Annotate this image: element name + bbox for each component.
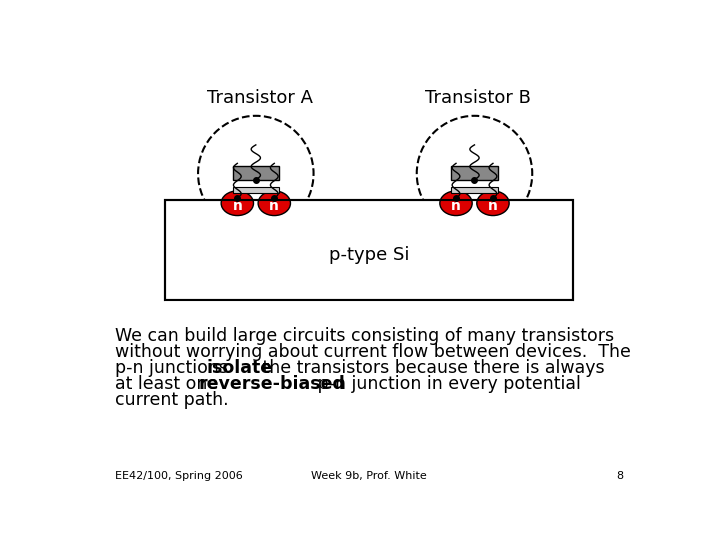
Ellipse shape bbox=[440, 191, 472, 215]
Text: the transistors because there is always: the transistors because there is always bbox=[257, 359, 605, 377]
Text: p-n junction in every potential: p-n junction in every potential bbox=[312, 375, 580, 393]
Ellipse shape bbox=[477, 191, 509, 215]
Text: isolate: isolate bbox=[206, 359, 272, 377]
Bar bbox=[165, 200, 573, 300]
Text: at least one: at least one bbox=[115, 375, 224, 393]
Text: n: n bbox=[488, 199, 498, 213]
Text: p-type Si: p-type Si bbox=[329, 246, 409, 264]
Bar bbox=[233, 187, 279, 193]
Bar bbox=[233, 166, 279, 179]
Text: Transistor A: Transistor A bbox=[207, 89, 312, 106]
Bar bbox=[451, 187, 498, 193]
Text: p-n junctions: p-n junctions bbox=[115, 359, 233, 377]
Text: n: n bbox=[451, 199, 461, 213]
Text: current path.: current path. bbox=[115, 392, 228, 409]
Bar bbox=[451, 166, 498, 179]
Ellipse shape bbox=[221, 191, 253, 215]
Text: without worrying about current flow between devices.  The: without worrying about current flow betw… bbox=[115, 343, 631, 361]
Bar bbox=[165, 300, 573, 481]
Text: Week 9b, Prof. White: Week 9b, Prof. White bbox=[311, 471, 427, 481]
Bar bbox=[165, 200, 573, 300]
Text: 8: 8 bbox=[616, 471, 623, 481]
Text: We can build large circuits consisting of many transistors: We can build large circuits consisting o… bbox=[115, 327, 614, 345]
Ellipse shape bbox=[258, 191, 290, 215]
Text: EE42/100, Spring 2006: EE42/100, Spring 2006 bbox=[115, 471, 243, 481]
Text: reverse-biased: reverse-biased bbox=[199, 375, 346, 393]
Text: n: n bbox=[233, 199, 242, 213]
Text: n: n bbox=[269, 199, 279, 213]
Text: Transistor B: Transistor B bbox=[426, 89, 531, 106]
